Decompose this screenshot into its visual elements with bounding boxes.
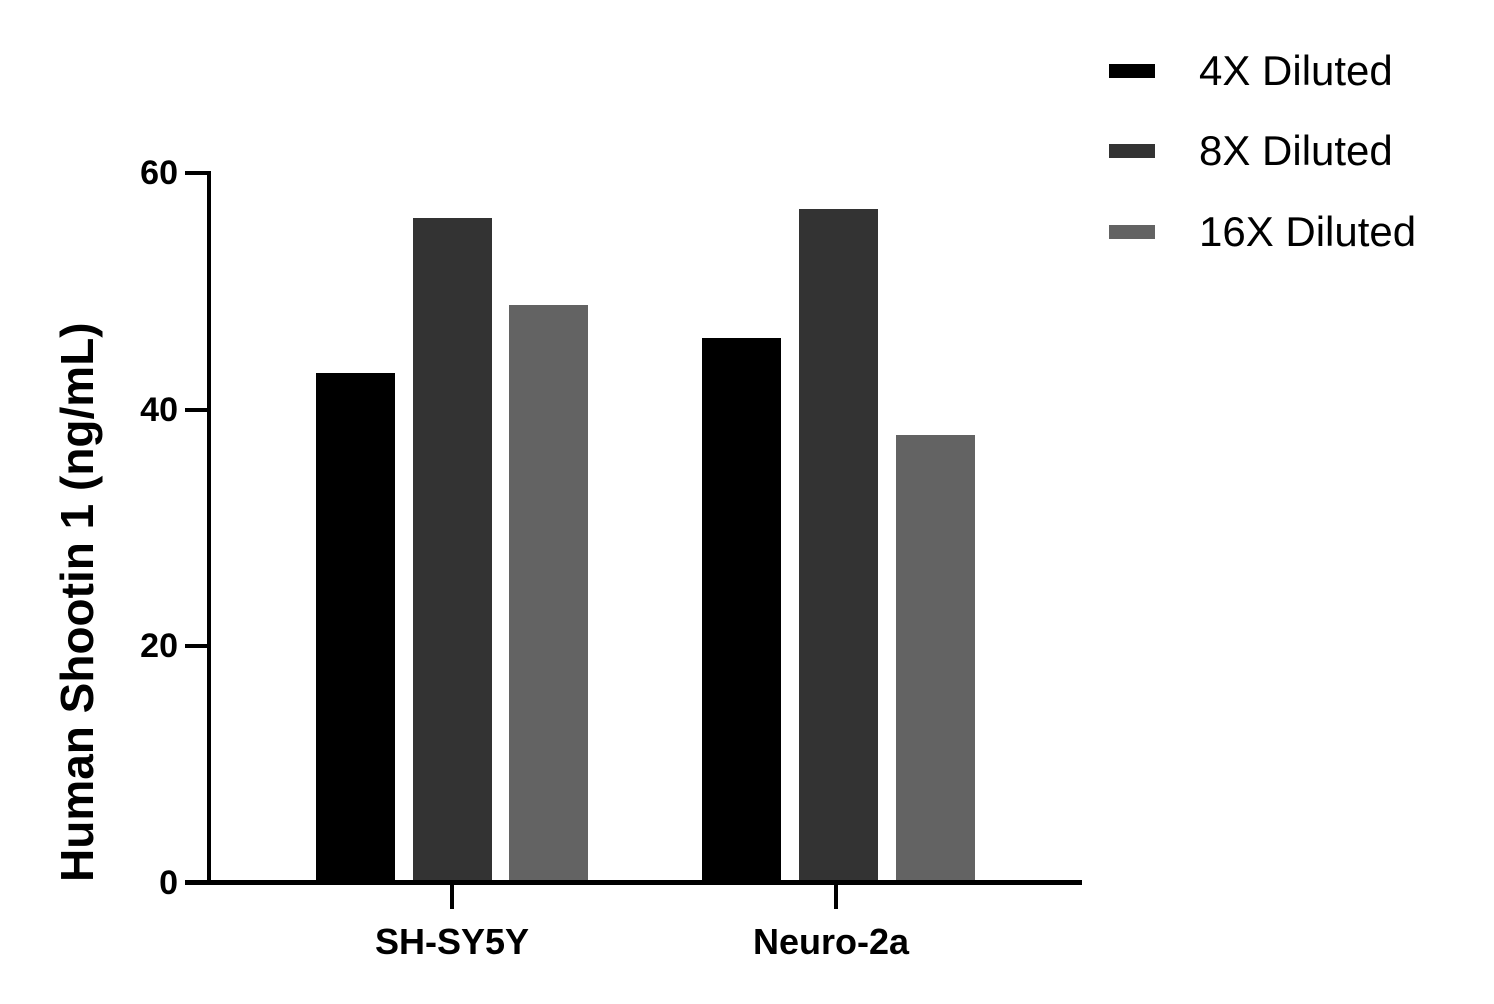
y-tick-60 [185,171,209,175]
bar-sh-sy5y-4x [316,373,395,882]
legend-label-4x: 4X Diluted [1199,47,1393,94]
legend-label-8x: 8X Diluted [1199,127,1393,174]
x-axis-line [185,880,1082,885]
legend-item-4x: 4X Diluted [1109,47,1393,95]
legend-label-16x: 16X Diluted [1199,208,1417,255]
legend-item-16x: 16X Diluted [1109,208,1416,256]
bar-neuro-2a-8x [799,209,878,882]
y-tick-label-40: 40 [140,391,178,429]
y-tick-label-0: 0 [159,864,178,902]
y-axis-line [207,171,211,884]
legend-swatch-4x [1109,64,1155,78]
y-axis-label: Human Shootin 1 (ng/mL) [51,322,103,882]
legend-item-8x: 8X Diluted [1109,127,1393,175]
x-tick-label-sh-sy5y: SH-SY5Y [374,921,530,962]
y-tick-label-60: 60 [140,154,178,192]
legend-swatch-16x [1109,225,1155,239]
legend-swatch-8x [1109,144,1155,158]
x-tick-sh-sy5y [450,883,454,909]
y-tick-20 [185,644,209,648]
x-tick-label-neuro-2a: Neuro-2a [752,921,910,962]
bar-sh-sy5y-16x [509,305,588,882]
bar-neuro-2a-4x [702,338,781,882]
bar-neuro-2a-16x [896,435,975,882]
y-tick-label-20: 20 [140,627,178,665]
y-tick-40 [185,408,209,412]
bar-sh-sy5y-8x [413,218,492,882]
x-tick-neuro-2a [834,883,838,909]
